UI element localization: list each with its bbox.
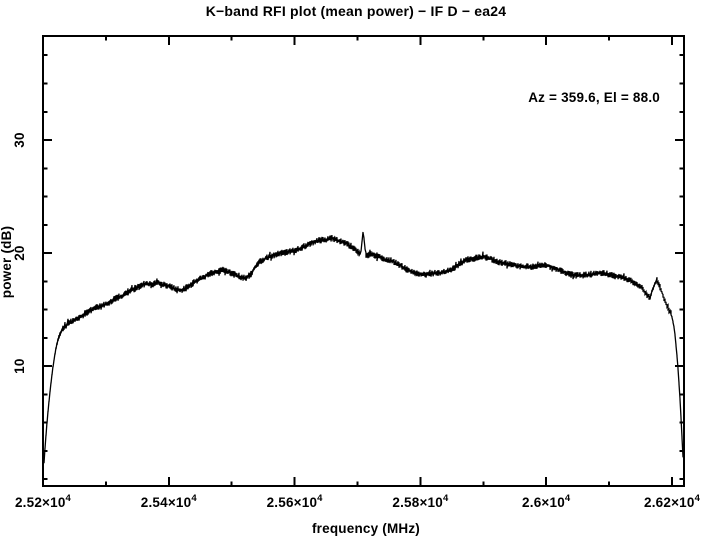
x-tick-label: 2.58×104 xyxy=(392,493,449,510)
x-axis-ticks xyxy=(42,36,674,486)
y-tick-label: 30 xyxy=(12,132,27,147)
x-tick-label: 2.56×104 xyxy=(267,493,324,510)
generated-plot-elements: 2.52×104 2.54×104 2.56×104 2.58×104 2.6×104 2… xyxy=(12,35,701,510)
x-tick-label: 2.62×104 xyxy=(644,493,701,510)
x-axis-label: frequency (MHz) xyxy=(312,521,420,536)
y-tick-labels: 10 20 30 xyxy=(12,132,27,374)
x-tick-label: 2.52×104 xyxy=(15,493,72,510)
plot-frame xyxy=(42,35,685,487)
y-axis-label: power (dB) xyxy=(0,226,14,299)
x-tick-label: 2.54×104 xyxy=(141,493,198,510)
y-tick-label: 20 xyxy=(12,245,27,260)
x-tick-label: 2.6×104 xyxy=(522,493,571,510)
chart-title: K−band RFI plot (mean power) − IF D − ea… xyxy=(206,3,507,19)
y-tick-label: 10 xyxy=(12,358,27,373)
y-axis-ticks xyxy=(43,54,684,481)
x-tick-labels: 2.52×104 2.54×104 2.56×104 2.58×104 2.6×104 2… xyxy=(15,493,701,510)
spectrum-trace xyxy=(43,231,684,464)
pointing-annotation: Az = 359.6, El = 88.0 xyxy=(528,90,660,105)
